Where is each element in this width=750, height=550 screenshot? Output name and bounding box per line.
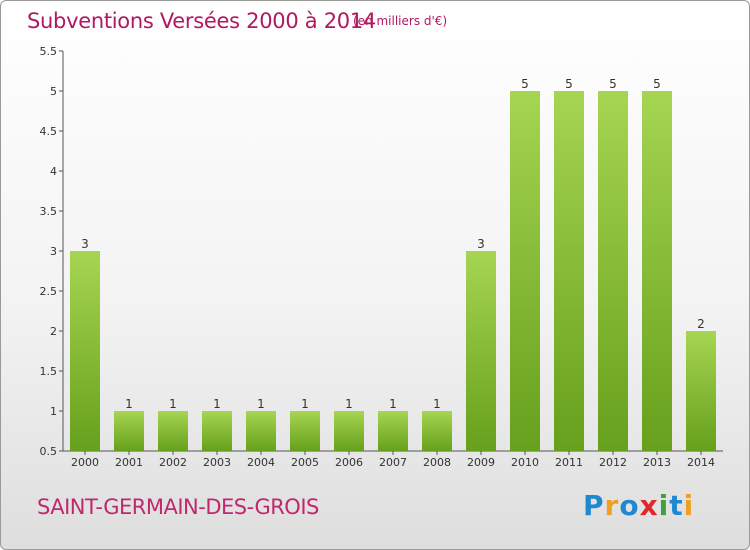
y-tick-label: 5.5	[40, 45, 58, 58]
logo-letter: r	[604, 489, 620, 522]
data-label: 5	[521, 77, 529, 91]
y-tick-label: 3.5	[40, 205, 58, 218]
y-tick-label: 0.5	[40, 445, 58, 458]
x-tick-label: 2011	[555, 456, 583, 469]
data-label: 2	[697, 317, 705, 331]
y-tick-label: 3	[50, 245, 57, 258]
logo-letter: P	[583, 489, 605, 522]
bar	[510, 91, 540, 451]
bar	[554, 91, 584, 451]
proxiti-logo[interactable]: Proxiti	[583, 489, 694, 522]
x-tick-label: 2009	[467, 456, 495, 469]
y-tick-label: 1.5	[40, 365, 58, 378]
x-tick-label: 2012	[599, 456, 627, 469]
data-label: 3	[81, 237, 89, 251]
data-label: 3	[477, 237, 485, 251]
unit-note: (en milliers d'€)	[353, 14, 448, 28]
x-tick-label: 2003	[203, 456, 231, 469]
x-tick-label: 2005	[291, 456, 319, 469]
logo-letter: i	[683, 489, 695, 522]
x-tick-label: 2010	[511, 456, 539, 469]
bar	[334, 411, 364, 451]
bar	[422, 411, 452, 451]
bar	[246, 411, 276, 451]
data-label: 1	[169, 397, 177, 411]
data-label: 5	[609, 77, 617, 91]
y-tick-label: 5	[50, 85, 57, 98]
x-tick-label: 2008	[423, 456, 451, 469]
logo-letter: o	[619, 489, 640, 522]
bar	[598, 91, 628, 451]
logo-letter: t	[669, 489, 684, 522]
data-label: 1	[301, 397, 309, 411]
y-tick-label: 4.5	[40, 125, 58, 138]
bar	[70, 251, 100, 451]
data-label: 1	[257, 397, 265, 411]
bars	[70, 91, 716, 451]
x-tick-label: 2007	[379, 456, 407, 469]
y-tick-label: 2	[50, 325, 57, 338]
commune-name: SAINT-GERMAIN-DES-GROIS	[37, 495, 319, 519]
x-tick-label: 2004	[247, 456, 275, 469]
data-label: 5	[653, 77, 661, 91]
x-tick-label: 2002	[159, 456, 187, 469]
bar	[290, 411, 320, 451]
chart-title: Subventions Versées 2000 à 2014	[27, 9, 376, 33]
bar	[642, 91, 672, 451]
y-tick-label: 4	[50, 165, 57, 178]
x-tick-label: 2013	[643, 456, 671, 469]
y-tick-label: 2.5	[40, 285, 58, 298]
bar	[378, 411, 408, 451]
data-label: 1	[433, 397, 441, 411]
logo-letter: x	[639, 489, 659, 522]
bar	[686, 331, 716, 451]
data-label: 1	[125, 397, 133, 411]
x-tick-label: 2000	[71, 456, 99, 469]
bar	[466, 251, 496, 451]
data-label: 1	[345, 397, 353, 411]
x-tick-label: 2014	[687, 456, 715, 469]
x-tick-label: 2001	[115, 456, 143, 469]
y-tick-label: 1	[50, 405, 57, 418]
data-label: 5	[565, 77, 573, 91]
data-label: 1	[213, 397, 221, 411]
bar	[202, 411, 232, 451]
bar	[158, 411, 188, 451]
bar	[114, 411, 144, 451]
x-tick-label: 2006	[335, 456, 363, 469]
data-label: 1	[389, 397, 397, 411]
labels: 2000 3 2001 1 2002 1 2003 1 2004 1 2005 1 2006 1 2007 1…	[71, 77, 715, 469]
logo-letter: i	[658, 489, 670, 522]
